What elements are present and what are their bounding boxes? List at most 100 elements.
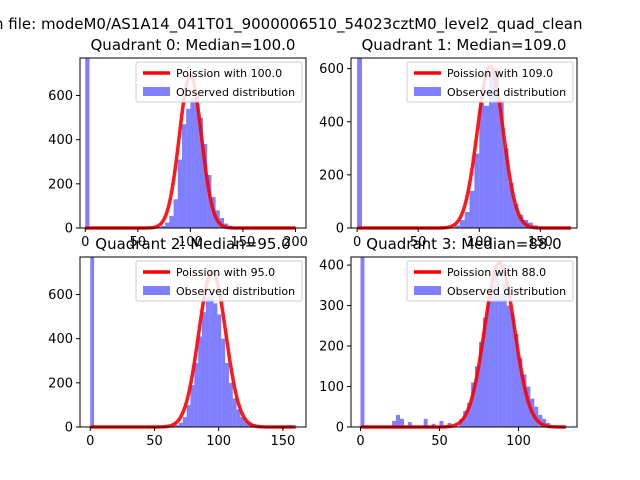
histogram-bar [518, 358, 523, 427]
histogram-bar [219, 218, 224, 228]
x-tick-label: 100 [506, 434, 531, 449]
histogram-bar [232, 398, 237, 427]
histogram-bar [407, 422, 412, 427]
histogram-bars [360, 257, 551, 427]
histogram-bar [190, 97, 195, 229]
histogram-bar [165, 222, 170, 228]
y-tick-label: 400 [48, 133, 73, 148]
y-tick-label: 200 [48, 177, 73, 192]
legend-histogram-label: Observed distribution [447, 285, 566, 298]
axes-frame [350, 57, 578, 229]
subplot-title: Quadrant 1: Median=109.0 [362, 36, 567, 54]
histogram-bar [514, 333, 519, 427]
histogram-bar [464, 212, 470, 228]
legend-box [406, 61, 574, 103]
x-tick-label: 0 [356, 434, 364, 449]
histogram-bar [244, 421, 249, 427]
subplot-grid: 0 50 100 150 200 0 200 400 600 Quadrant 0: Median… [48, 36, 578, 449]
histogram-bar [498, 293, 503, 427]
x-tick-label: 200 [283, 235, 308, 250]
histogram-bar [205, 296, 210, 427]
histogram-bar [198, 117, 203, 228]
y-tick-label: 0 [336, 222, 344, 237]
histogram-bar [175, 424, 179, 427]
histogram-bar [498, 100, 504, 228]
histogram-bar [221, 338, 226, 427]
histogram-bar [186, 404, 191, 427]
y-tick-label: 200 [319, 340, 344, 355]
histogram-bar [160, 225, 166, 228]
histogram-bar [198, 336, 202, 427]
histogram-bar [173, 199, 178, 228]
axes-frame [79, 256, 307, 428]
y-tick-label: 0 [65, 421, 73, 436]
subplot-title: Quadrant 3: Median=88.0 [366, 235, 561, 253]
histogram-bar [522, 374, 527, 427]
histogram-bars [90, 257, 260, 427]
histogram-bar [471, 382, 476, 427]
histogram-bar [213, 303, 218, 427]
legend-box [135, 260, 303, 302]
y-tick-label: 200 [48, 376, 73, 391]
legend: Poission with 95.0 Observed distribution [135, 260, 303, 302]
histogram-bar [177, 159, 182, 228]
histogram-bar [360, 257, 365, 427]
subplot-quadrant-0: 0 50 100 150 200 0 200 400 600 Quadrant 0: Median… [48, 36, 308, 250]
legend-box [135, 61, 303, 103]
y-tick-label: 0 [65, 222, 73, 237]
subplot-title: Quadrant 0: Median=100.0 [91, 36, 296, 54]
histogram-bar [513, 204, 519, 228]
histogram-bar [494, 273, 499, 427]
axes-frame [79, 57, 307, 229]
subplot-title: Quadrant 2: Median=95.0 [95, 235, 290, 253]
histogram-bar [423, 418, 428, 427]
legend-poisson-label: Poission with 109.0 [447, 67, 553, 80]
histogram-bar [181, 124, 187, 228]
histogram-bar [506, 305, 511, 427]
x-tick-label: 0 [81, 235, 89, 250]
histogram-bar [190, 385, 195, 427]
legend-histogram-swatch [414, 286, 441, 295]
y-tick-label: 200 [319, 168, 344, 183]
histogram-bar [502, 281, 507, 427]
legend-poisson-label: Poission with 100.0 [176, 67, 282, 80]
histogram-bar [85, 58, 90, 228]
histogram-bar [486, 297, 491, 427]
x-tick-label: 0 [353, 235, 361, 250]
histogram-bar [459, 220, 465, 228]
legend-poisson-label: Poission with 95.0 [176, 266, 275, 279]
histogram-bar [209, 292, 214, 427]
x-tick-label: 100 [178, 235, 203, 250]
x-tick-label: 50 [410, 235, 427, 250]
subplot-quadrant-1: 0 50 100 150 0 200 400 600 Quadrant 1: Median=10… [319, 36, 578, 250]
histogram-bar [228, 382, 233, 427]
histogram-bar [479, 103, 485, 228]
histogram-bar [542, 418, 547, 427]
histogram-bar [475, 366, 480, 427]
histogram-bar [399, 418, 404, 427]
histogram-bar [479, 342, 483, 427]
legend-histogram-swatch [143, 286, 170, 295]
histogram-bar [503, 148, 509, 228]
histogram-bar [439, 420, 444, 427]
histogram-bar [454, 225, 460, 228]
x-tick-label: 150 [231, 235, 256, 250]
y-tick-label: 600 [319, 62, 344, 77]
histogram-bar [90, 257, 95, 427]
histogram-bar [236, 409, 241, 427]
histogram-bar [178, 422, 183, 427]
x-tick-label: 50 [431, 434, 448, 449]
x-tick-label: 150 [528, 235, 553, 250]
x-tick-label: 100 [467, 235, 492, 250]
histogram-bar [510, 313, 515, 427]
histogram-bar [194, 362, 199, 427]
histogram-bar [182, 417, 187, 427]
x-tick-label: 0 [86, 434, 94, 449]
histogram-bar [474, 153, 480, 229]
legend: Poission with 88.0 Observed distribution [406, 260, 574, 302]
histogram-bar [490, 285, 495, 427]
y-tick-label: 600 [48, 89, 73, 104]
figure-suptitle: n file: modeM0/AS1A14_041T01_9000006510_… [0, 15, 583, 34]
histogram-bar [493, 68, 499, 229]
